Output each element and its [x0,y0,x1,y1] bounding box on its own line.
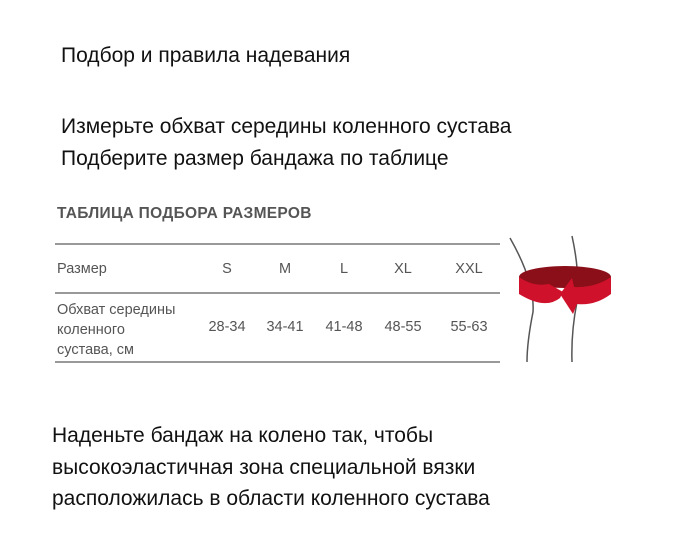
instruction-select: Подберите размер бандажа по таблице [61,147,449,170]
circumference-row-label: Обхват середины коленного сустава, см [57,300,175,360]
footer-line: Наденьте бандаж на колено так, чтобы [52,424,434,447]
range-xxl: 55-63 [450,319,488,335]
table-divider [55,243,500,245]
size-l: L [339,261,349,277]
size-xl: XL [394,261,412,277]
label-line: сустава, см [57,342,135,358]
footer-line: высокоэластичная зона специальной вязки [52,456,476,479]
size-xxl: XXL [455,261,483,277]
size-table-title: ТАБЛИЦА ПОДБОРА РАЗМЕРОВ [57,205,312,222]
label-line: коленного [57,322,125,338]
knee-measurement-icon [509,235,611,363]
range-m: 34-41 [266,319,304,335]
range-l: 41-48 [325,319,363,335]
page-heading: Подбор и правила надевания [61,44,351,67]
size-row-label: Размер [57,261,107,277]
range-s: 28-34 [208,319,246,335]
table-divider [55,292,500,294]
range-xl: 48-55 [384,319,422,335]
table-divider [55,361,500,363]
size-m: M [278,261,292,277]
footer-line: расположилась в области коленного сустав… [52,487,490,510]
instruction-measure: Измерьте обхват середины коленного суста… [61,115,512,138]
label-line: Обхват середины [57,302,176,318]
size-s: S [222,261,232,277]
